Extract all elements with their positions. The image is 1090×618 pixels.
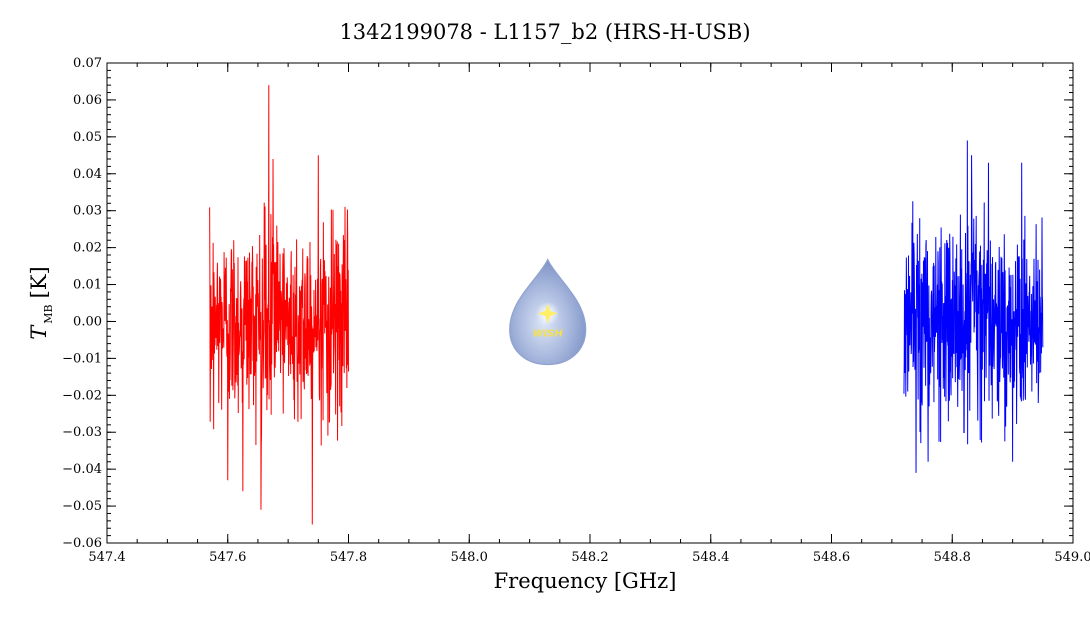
y-tick-label: 0.01: [73, 278, 102, 293]
x-tick-label: 547.6: [209, 550, 246, 565]
star-icon: [537, 303, 558, 324]
y-tick-label: 0.04: [73, 167, 102, 182]
y-tick-label: 0.03: [73, 204, 102, 219]
x-tick-label: 547.4: [88, 550, 125, 565]
y-axis-label: TMB [K]: [27, 266, 55, 339]
y-axis-label-subscript: MB: [42, 304, 55, 323]
x-tick-label: 548.2: [571, 550, 608, 565]
y-tick-label: −0.03: [62, 425, 102, 440]
x-axis: 547.4 547.6 547.8 548.0 548.2 548.4 548.6 548.8…: [88, 63, 1090, 565]
spectrum-series-1: [209, 85, 349, 525]
x-tick-label: 549.0: [1054, 550, 1090, 565]
x-tick-label: 547.8: [330, 550, 367, 565]
y-tick-label: −0.04: [62, 462, 102, 477]
chart-title: 1342199078 - L1157_b2 (HRS-H-USB): [339, 20, 750, 44]
x-tick-label: 548.6: [813, 550, 850, 565]
spectrum-series-2: [903, 140, 1044, 473]
y-tick-label: −0.01: [62, 351, 102, 366]
y-tick-label: 0.05: [73, 130, 102, 145]
y-axis-label-unit: [K]: [27, 266, 51, 298]
x-tick-label: 548.8: [934, 550, 971, 565]
y-tick-label: −0.02: [62, 388, 102, 403]
wish-logo: WISH: [509, 258, 587, 366]
logo-label: WISH: [533, 329, 564, 340]
x-tick-label: 548.0: [451, 550, 488, 565]
y-axis-label-symbol: T: [27, 324, 51, 340]
y-tick-label: 0.02: [73, 241, 102, 256]
x-tick-label: 548.4: [692, 550, 729, 565]
svg-text:TMB[K]: TMB [K]: [27, 266, 55, 339]
y-tick-label: 0.00: [73, 314, 102, 329]
y-tick-label: 0.07: [73, 56, 102, 71]
y-axis: −0.06 −0.05 −0.04 −0.03 −0.02 −0.01 0.00 0.01 0.…: [62, 56, 1073, 551]
x-axis-label: Frequency [GHz]: [494, 569, 677, 593]
y-tick-label: 0.06: [73, 93, 102, 108]
y-tick-label: −0.05: [62, 499, 102, 514]
y-tick-label: −0.06: [62, 536, 102, 551]
series-layer: [209, 85, 1044, 525]
